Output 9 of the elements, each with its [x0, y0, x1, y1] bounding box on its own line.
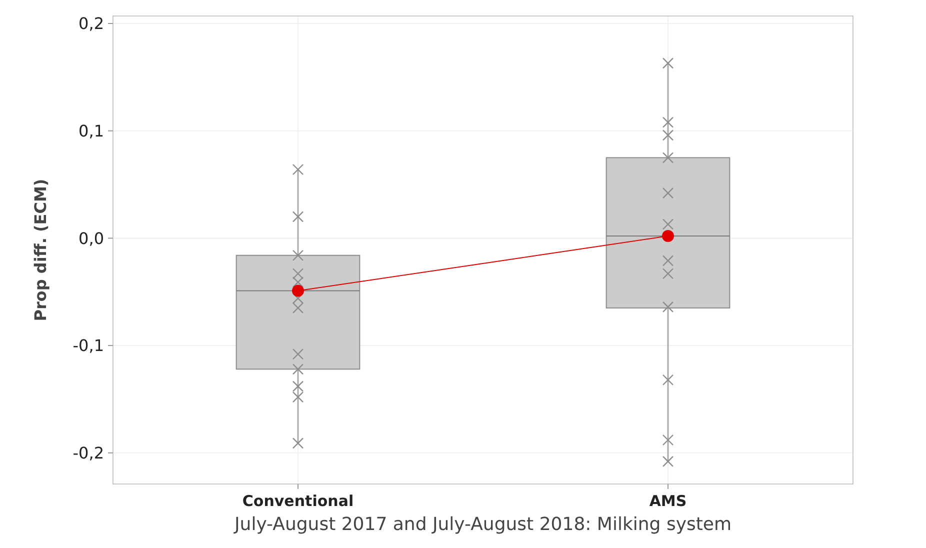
y-tick-label: 0,2 — [78, 14, 104, 34]
x-tick-label: AMS — [649, 492, 687, 510]
y-tick-label: -0,2 — [72, 443, 104, 462]
y-axis-title: Prop diff. (ECM) — [31, 178, 50, 322]
y-tick-label: 0,0 — [78, 228, 104, 248]
y-tick-label: -0,1 — [72, 336, 104, 356]
y-tick-label: 0,1 — [78, 121, 104, 140]
x-axis-title: July-August 2017 and July-August 2018: Milking system — [233, 514, 732, 535]
x-tick-label: Conventional — [242, 492, 354, 510]
